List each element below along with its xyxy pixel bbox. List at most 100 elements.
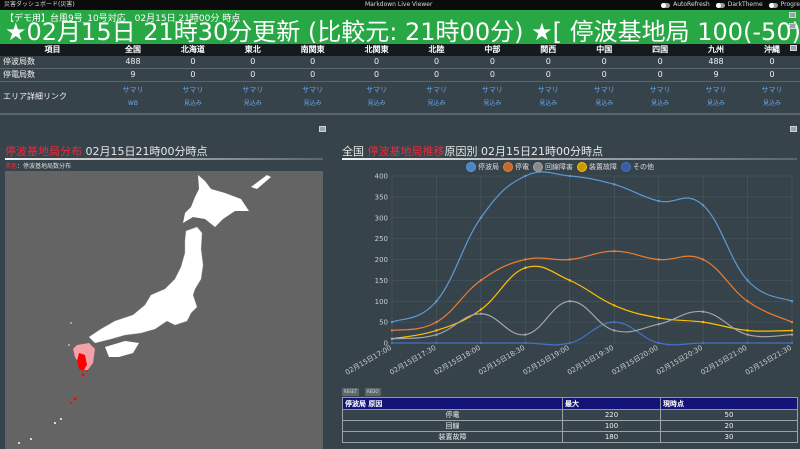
summary-link[interactable]: サマリ bbox=[481, 86, 503, 95]
table-cell: 0 bbox=[576, 68, 633, 82]
redo-button[interactable]: REDO bbox=[365, 388, 381, 396]
summary-link[interactable]: サマリ bbox=[593, 86, 615, 95]
forecast-link[interactable]: WB bbox=[127, 100, 138, 108]
summary-link[interactable]: サマリ bbox=[182, 86, 204, 95]
column-header: 北海道 bbox=[160, 44, 225, 56]
table-row: 停電 220 50 bbox=[342, 409, 798, 421]
svg-text:02月15日20:30: 02月15日20:30 bbox=[655, 344, 704, 377]
expand-icon[interactable] bbox=[789, 23, 796, 29]
table-cell: 9 bbox=[105, 68, 161, 82]
link-cell: サマリ 見込み bbox=[520, 81, 577, 115]
summary-link[interactable]: サマリ bbox=[122, 86, 144, 95]
table-cell: 0 bbox=[464, 68, 521, 82]
status-banner: 【デモ用】台風9号_10号対応 02月15日 21時00分 時点 ★02月15日… bbox=[0, 10, 800, 44]
forecast-link[interactable]: 見込み bbox=[243, 100, 262, 108]
forecast-link[interactable]: 見込み bbox=[651, 100, 670, 108]
table-cell: 回線 bbox=[342, 420, 563, 432]
summary-link[interactable]: サマリ bbox=[425, 86, 447, 95]
link-cell: サマリ 見込み bbox=[280, 81, 345, 115]
legend-item[interactable]: 回線障害 bbox=[533, 162, 573, 172]
expand-icon[interactable] bbox=[790, 45, 797, 51]
table-cell: 0 bbox=[520, 68, 577, 82]
svg-text:200: 200 bbox=[375, 256, 388, 264]
legend-item[interactable]: その他 bbox=[621, 162, 654, 172]
map-panel-title: 停波基地局分布 02月15日21時00分時点 bbox=[5, 143, 208, 159]
link-cell: サマリ 見込み bbox=[160, 81, 225, 115]
forecast-link[interactable]: 見込み bbox=[539, 100, 558, 108]
table-cell: 0 bbox=[344, 56, 409, 69]
title-text: 02月15日21時00分時点 bbox=[82, 145, 208, 158]
title-divider bbox=[342, 158, 797, 160]
table-cell: 0 bbox=[280, 56, 345, 69]
progress-toggle[interactable]: Progre bbox=[768, 0, 800, 10]
japan-map-graphic bbox=[18, 175, 271, 444]
summary-link[interactable]: サマリ bbox=[366, 86, 388, 95]
expand-icon[interactable] bbox=[790, 126, 797, 132]
legend-label: 回線障害 bbox=[545, 163, 573, 171]
reset-button[interactable]: RESET bbox=[342, 388, 359, 396]
legend-label: 装置故障 bbox=[589, 163, 617, 171]
forecast-link[interactable]: 見込み bbox=[762, 100, 781, 108]
forecast-link[interactable]: 見込み bbox=[427, 100, 446, 108]
svg-text:02月15日17:00: 02月15日17:00 bbox=[344, 344, 393, 377]
table-cell: 30 bbox=[660, 431, 798, 443]
link-cell: サマリ WB bbox=[105, 81, 161, 115]
summary-link[interactable]: サマリ bbox=[242, 86, 264, 95]
column-header: 沖縄 bbox=[743, 44, 800, 56]
table-cell: 0 bbox=[160, 56, 225, 69]
legend-label: その他 bbox=[633, 163, 654, 171]
window-titlebar: 災害ダッシュボード(災害) Markdown Live Viewer AutoR… bbox=[0, 0, 800, 10]
legend-item[interactable]: 停電 bbox=[503, 162, 529, 172]
legend-dot-icon bbox=[621, 162, 631, 172]
region-kagoshima[interactable] bbox=[77, 353, 87, 371]
row-label: エリア詳細リンク bbox=[0, 81, 105, 115]
table-row: 停電局数 9 0 0 0 0 0 0 0 0 0 9 0 bbox=[0, 68, 800, 82]
summary-link[interactable]: サマリ bbox=[537, 86, 559, 95]
area-summary-table: 項目 全国 北海道 東北 南関東 北関東 北陸 中部 関西 中国 四国 九州 沖… bbox=[0, 44, 800, 115]
table-cell: 0 bbox=[408, 56, 465, 69]
summary-link[interactable]: サマリ bbox=[649, 86, 671, 95]
summary-link[interactable]: サマリ bbox=[302, 86, 324, 95]
forecast-link[interactable]: 見込み bbox=[183, 100, 202, 108]
forecast-link[interactable]: 見込み bbox=[707, 100, 726, 108]
table-cell: 0 bbox=[743, 56, 800, 69]
svg-text:350: 350 bbox=[375, 193, 388, 201]
toggle-switch-icon bbox=[661, 2, 671, 8]
region-shikoku[interactable] bbox=[105, 341, 139, 357]
darktheme-toggle[interactable]: DarkTheme bbox=[715, 0, 763, 10]
legend-item[interactable]: 停波局 bbox=[466, 162, 499, 172]
title-highlight: 停波基地局推移 bbox=[367, 145, 445, 158]
autorefresh-toggle[interactable]: AutoRefresh bbox=[661, 0, 710, 10]
table-row: 停波局数 488 0 0 0 0 0 0 0 0 0 488 0 bbox=[0, 56, 800, 69]
expand-icon[interactable] bbox=[319, 126, 326, 132]
column-header: 東北 bbox=[224, 44, 281, 56]
forecast-link[interactable]: 見込み bbox=[303, 100, 322, 108]
svg-text:02月15日20:00: 02月15日20:00 bbox=[611, 344, 660, 377]
legend-text: ：停波基地局数分布 bbox=[17, 163, 72, 170]
svg-text:02月15日19:30: 02月15日19:30 bbox=[566, 344, 615, 377]
legend-item[interactable]: 装置故障 bbox=[577, 162, 617, 172]
line-chart[interactable]: 05010015020025030035040002月15日17:0002月15… bbox=[333, 160, 800, 385]
region-hokkaido[interactable] bbox=[183, 175, 249, 227]
toggle-group: AutoRefresh DarkTheme Progre bbox=[661, 0, 800, 10]
table-header-row: 項目 全国 北海道 東北 南関東 北関東 北陸 中部 関西 中国 四国 九州 沖… bbox=[0, 44, 800, 56]
japan-map[interactable] bbox=[5, 171, 323, 449]
forecast-link[interactable]: 見込み bbox=[367, 100, 386, 108]
column-header: 四国 bbox=[632, 44, 689, 56]
toggle-switch-icon bbox=[715, 2, 725, 8]
summary-link[interactable]: サマリ bbox=[761, 86, 783, 95]
table-cell: 0 bbox=[280, 68, 345, 82]
forecast-link[interactable]: 見込み bbox=[483, 100, 502, 108]
table-row: 回線 100 20 bbox=[342, 420, 798, 432]
table-cell: 180 bbox=[562, 431, 661, 443]
svg-text:300: 300 bbox=[375, 214, 388, 222]
forecast-link[interactable]: 見込み bbox=[595, 100, 614, 108]
summary-link[interactable]: サマリ bbox=[705, 86, 727, 95]
banner-headline: ★02月15日 21時30分更新 (比較元: 21時00分) ★[ 停波基地局 … bbox=[5, 18, 800, 44]
svg-text:150: 150 bbox=[375, 277, 388, 285]
table-cell: 0 bbox=[224, 56, 281, 69]
link-cell: サマリ 見込み bbox=[408, 81, 465, 115]
region-honshu[interactable] bbox=[88, 226, 204, 344]
expand-icon[interactable] bbox=[789, 12, 796, 18]
svg-text:02月15日21:30: 02月15日21:30 bbox=[744, 344, 793, 377]
